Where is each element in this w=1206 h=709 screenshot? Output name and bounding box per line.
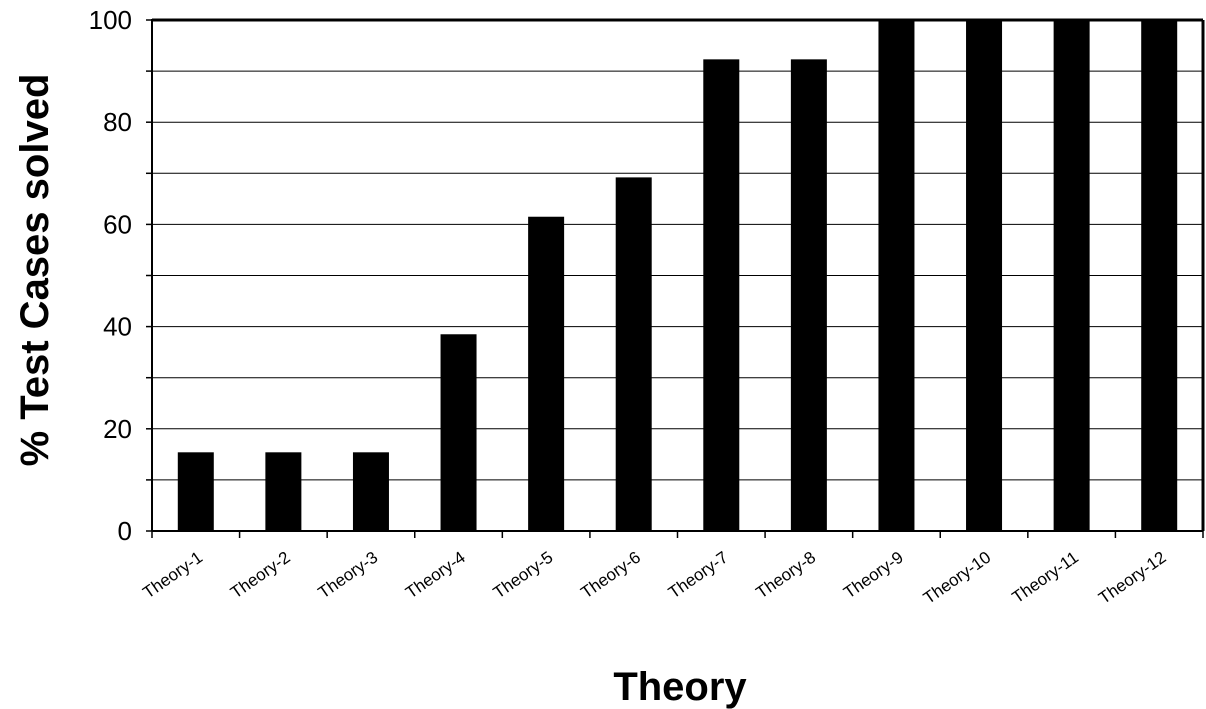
x-tick-label: Theory-11 xyxy=(1009,548,1082,607)
bar-theory-2 xyxy=(265,452,302,531)
bar-theory-7 xyxy=(703,59,740,532)
gridlines xyxy=(152,19,1203,481)
y-tick-labels: 0 20 40 60 80 100 xyxy=(89,5,132,546)
bar-theory-10 xyxy=(966,20,1003,531)
bar-theory-12 xyxy=(1141,20,1178,531)
y-tick-label: 80 xyxy=(103,107,132,137)
x-tick-label: Theory-2 xyxy=(227,548,294,603)
bar-theory-3 xyxy=(352,452,389,531)
y-tick-label: 40 xyxy=(103,312,132,342)
y-tick-label: 100 xyxy=(89,5,132,35)
x-tick-label: Theory-9 xyxy=(840,548,907,603)
x-tick-labels: Theory-1 Theory-2 Theory-3 Theory-4 Theory-5… xyxy=(139,548,1169,608)
x-tick-label: Theory-5 xyxy=(490,548,557,603)
x-tick-label: Theory-8 xyxy=(753,548,820,603)
x-tick-label: Theory-10 xyxy=(920,548,994,608)
x-tick-label: Theory-4 xyxy=(402,548,469,603)
x-axis-title: Theory xyxy=(613,665,747,709)
x-tick-label: Theory-1 xyxy=(139,548,206,603)
bar-theory-11 xyxy=(1053,20,1090,531)
y-tick-label: 60 xyxy=(103,209,132,239)
bar-theory-9 xyxy=(878,20,915,531)
bar-theory-1 xyxy=(177,452,214,531)
bar-theory-8 xyxy=(790,59,827,532)
y-tick-label: 20 xyxy=(103,414,132,444)
bars xyxy=(177,20,1178,532)
y-tick-label: 0 xyxy=(118,516,132,546)
x-tick-label: Theory-7 xyxy=(665,548,732,603)
x-tick-label: Theory-12 xyxy=(1095,548,1169,608)
bar-theory-5 xyxy=(528,216,565,532)
axes xyxy=(146,18,1205,538)
y-axis-title: % Test Cases solved xyxy=(13,74,57,467)
bar-theory-6 xyxy=(615,177,652,531)
x-tick-label: Theory-6 xyxy=(577,548,644,603)
bar-theory-4 xyxy=(440,334,477,531)
x-tick-label: Theory-3 xyxy=(315,548,382,603)
